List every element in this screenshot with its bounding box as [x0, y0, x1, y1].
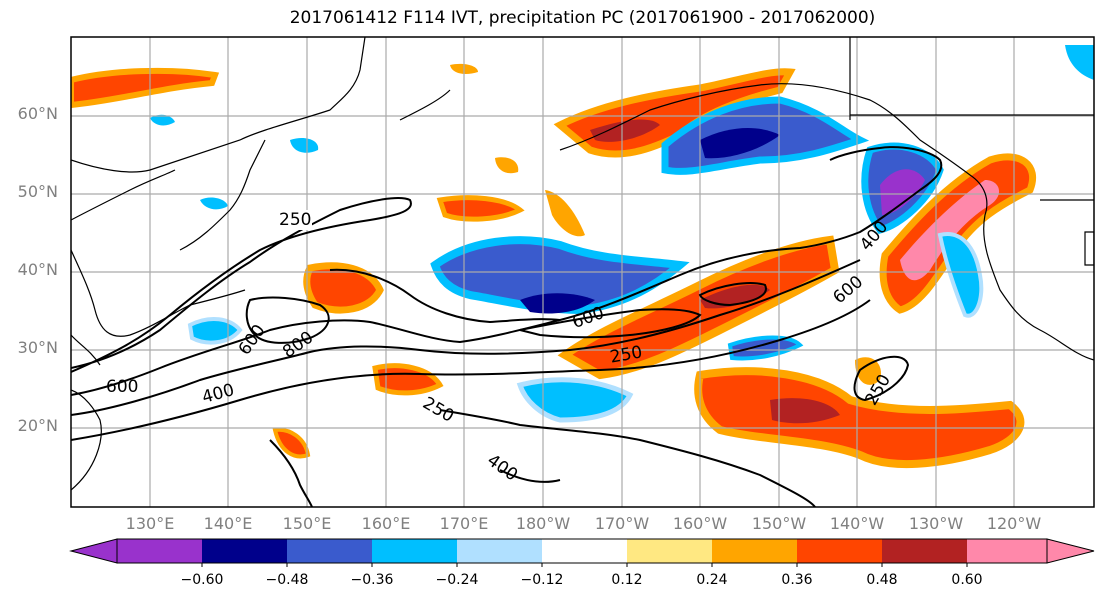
colorbar-tick: 0.24 — [696, 572, 728, 588]
map-frame — [70, 36, 1095, 508]
lon-label: 140°E — [203, 514, 253, 533]
lat-label: 30°N — [17, 338, 58, 357]
colorbar-tick: 0.12 — [611, 572, 643, 588]
lon-label: 120°W — [986, 514, 1042, 533]
lon-label: 160°W — [672, 514, 728, 533]
colorbar-tick: −0.60 — [180, 572, 224, 588]
colorbar-tick: 0.60 — [951, 572, 983, 588]
lon-label: 140°W — [829, 514, 885, 533]
lon-label: 130°E — [125, 514, 175, 533]
lon-label: 170°E — [439, 514, 489, 533]
lon-label: 150°E — [282, 514, 332, 533]
lon-label: 150°W — [751, 514, 807, 533]
colorbar-tick: 0.48 — [866, 572, 898, 588]
lon-label: 170°W — [594, 514, 650, 533]
contour-label: 250 — [278, 210, 313, 230]
lat-label: 40°N — [17, 260, 58, 279]
colorbar-tick: −0.36 — [350, 572, 394, 588]
lat-label: 50°N — [17, 182, 58, 201]
graticule — [71, 37, 1094, 507]
lat-label: 20°N — [17, 416, 58, 435]
contour-label: 600 — [106, 377, 139, 397]
lon-label: 180°W — [515, 514, 571, 533]
colorbar-tick: 0.36 — [781, 572, 813, 588]
precip-pc-shading — [71, 45, 1094, 469]
lon-label: 130°W — [908, 514, 964, 533]
colorbar-tick: −0.48 — [265, 572, 309, 588]
lon-label: 160°E — [361, 514, 411, 533]
lat-label: 60°N — [17, 104, 58, 123]
colorbar — [69, 538, 1095, 567]
colorbar-tick: −0.12 — [520, 572, 564, 588]
map-title: 2017061412 F114 IVT, precipitation PC (2… — [289, 8, 876, 28]
ivt-contours — [71, 146, 943, 507]
coastlines — [71, 37, 1094, 491]
colorbar-tick: −0.24 — [435, 572, 479, 588]
